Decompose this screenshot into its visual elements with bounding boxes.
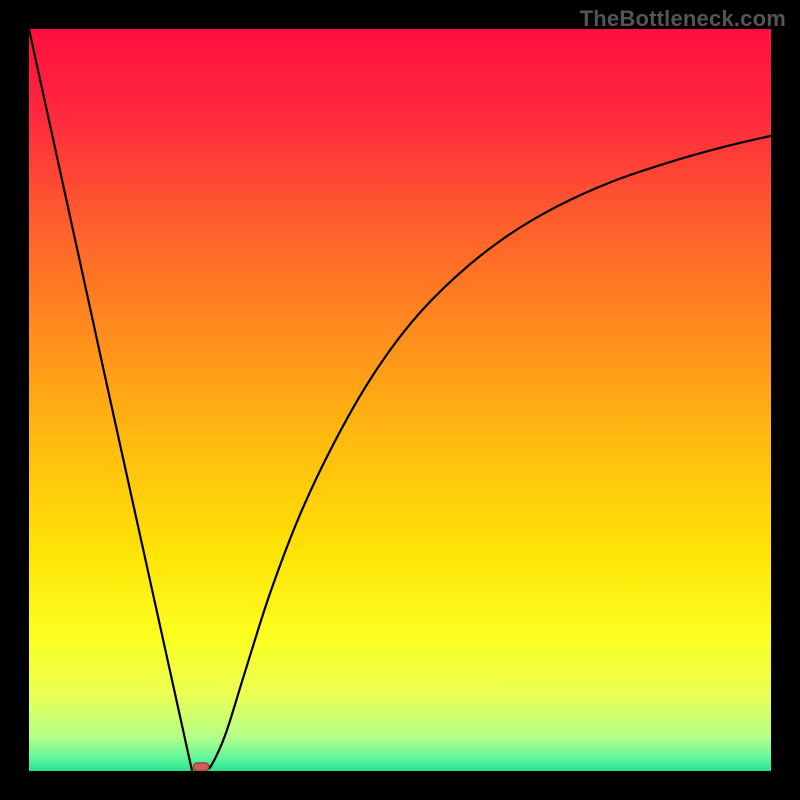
bottleneck-chart <box>29 29 771 771</box>
watermark-text: TheBottleneck.com <box>580 6 786 32</box>
optimum-marker <box>193 763 209 771</box>
gradient-background <box>29 29 771 771</box>
figure-frame: TheBottleneck.com <box>0 0 800 800</box>
plot-area <box>29 29 771 771</box>
